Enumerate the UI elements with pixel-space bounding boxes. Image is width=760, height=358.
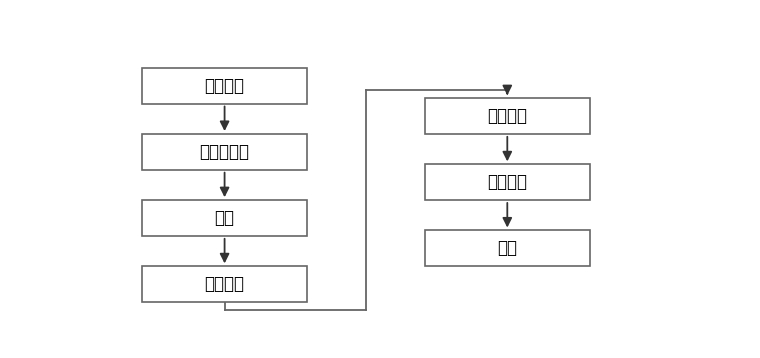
Text: 布孔、钻孔: 布孔、钻孔 [200,143,249,161]
Text: 锚杆安装: 锚杆安装 [487,107,527,125]
Bar [142,266,307,302]
Text: 灌注砂浆: 灌注砂浆 [204,275,245,293]
Text: 验收: 验收 [497,240,518,257]
Bar [425,164,590,200]
Text: 清孔: 清孔 [214,209,235,227]
Bar [142,134,307,170]
Bar [425,98,590,134]
Text: 测量定位: 测量定位 [204,77,245,95]
Bar [142,68,307,103]
Text: 孔口封堵: 孔口封堵 [487,173,527,191]
Bar [425,231,590,266]
Bar [142,200,307,236]
